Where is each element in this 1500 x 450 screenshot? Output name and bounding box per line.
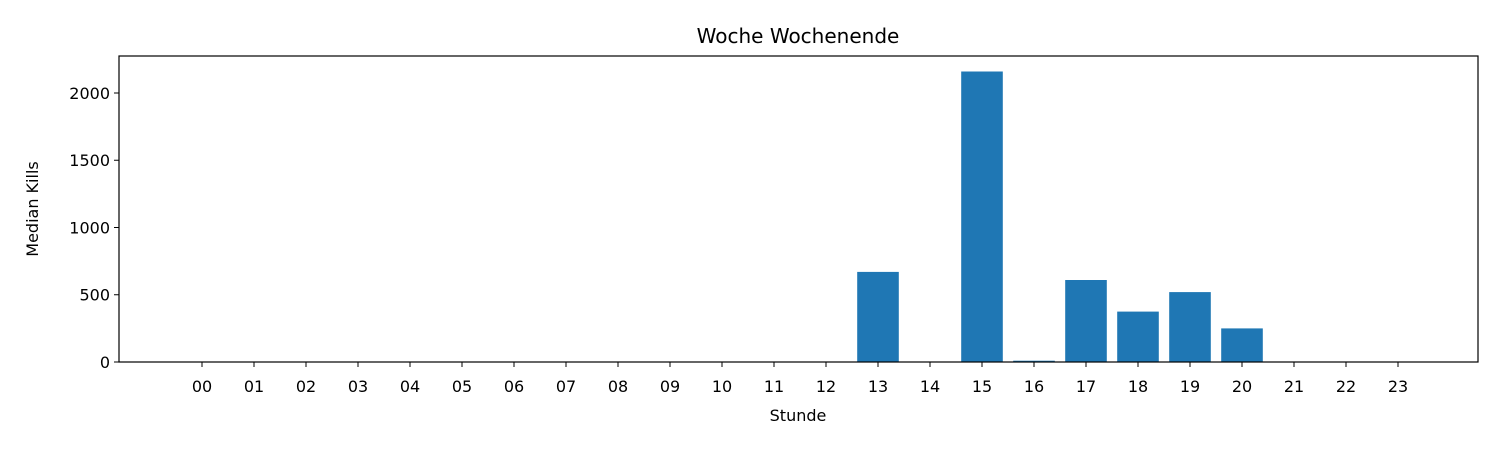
- x-tick-label: 22: [1336, 377, 1356, 396]
- bar-hour-18: [1117, 311, 1159, 362]
- x-tick-label: 23: [1388, 377, 1408, 396]
- x-tick-label: 11: [764, 377, 784, 396]
- y-axis-label: Median Kills: [23, 161, 42, 256]
- x-tick-label: 09: [660, 377, 680, 396]
- x-tick-label: 18: [1128, 377, 1148, 396]
- x-tick-label: 02: [296, 377, 316, 396]
- x-tick-label: 10: [712, 377, 732, 396]
- x-tick-label: 21: [1284, 377, 1304, 396]
- bar-hour-16: [1013, 360, 1055, 362]
- bar-hour-17: [1065, 280, 1107, 362]
- x-tick-label: 12: [816, 377, 836, 396]
- plot-frame: [118, 55, 1479, 363]
- x-tick-label: 13: [868, 377, 888, 396]
- y-tick-label: 1000: [69, 218, 110, 237]
- y-axis-ticks: 0 500 1000 1500 2000: [69, 84, 119, 372]
- x-tick-label: 15: [972, 377, 992, 396]
- x-tick-label: 14: [920, 377, 940, 396]
- x-tick-label: 04: [400, 377, 420, 396]
- x-tick-label: 16: [1024, 377, 1044, 396]
- x-tick-label: 05: [452, 377, 472, 396]
- y-tick-label: 1500: [69, 151, 110, 170]
- x-tick-label: 03: [348, 377, 368, 396]
- x-tick-label: 07: [556, 377, 576, 396]
- x-axis-ticks: 00 01 02 03 04 05 06 07 08 09 10 11 12 13 14 15 16 17 18 19…: [192, 362, 1408, 396]
- bars-group: [857, 71, 1263, 362]
- bar-hour-13: [857, 271, 899, 362]
- y-tick-label: 0: [100, 353, 110, 372]
- y-tick-label: 2000: [69, 84, 110, 103]
- bar-hour-19: [1169, 292, 1211, 362]
- x-axis-label: Stunde: [770, 406, 827, 425]
- bar-hour-20: [1221, 328, 1263, 362]
- bar-hour-15: [961, 71, 1003, 362]
- x-tick-label: 19: [1180, 377, 1200, 396]
- x-tick-label: 08: [608, 377, 628, 396]
- x-tick-label: 17: [1076, 377, 1096, 396]
- y-tick-label: 500: [79, 286, 110, 305]
- chart-title: Woche Wochenende: [697, 24, 900, 48]
- x-tick-label: 00: [192, 377, 212, 396]
- x-tick-label: 01: [244, 377, 264, 396]
- x-tick-label: 20: [1232, 377, 1252, 396]
- x-tick-label: 06: [504, 377, 524, 396]
